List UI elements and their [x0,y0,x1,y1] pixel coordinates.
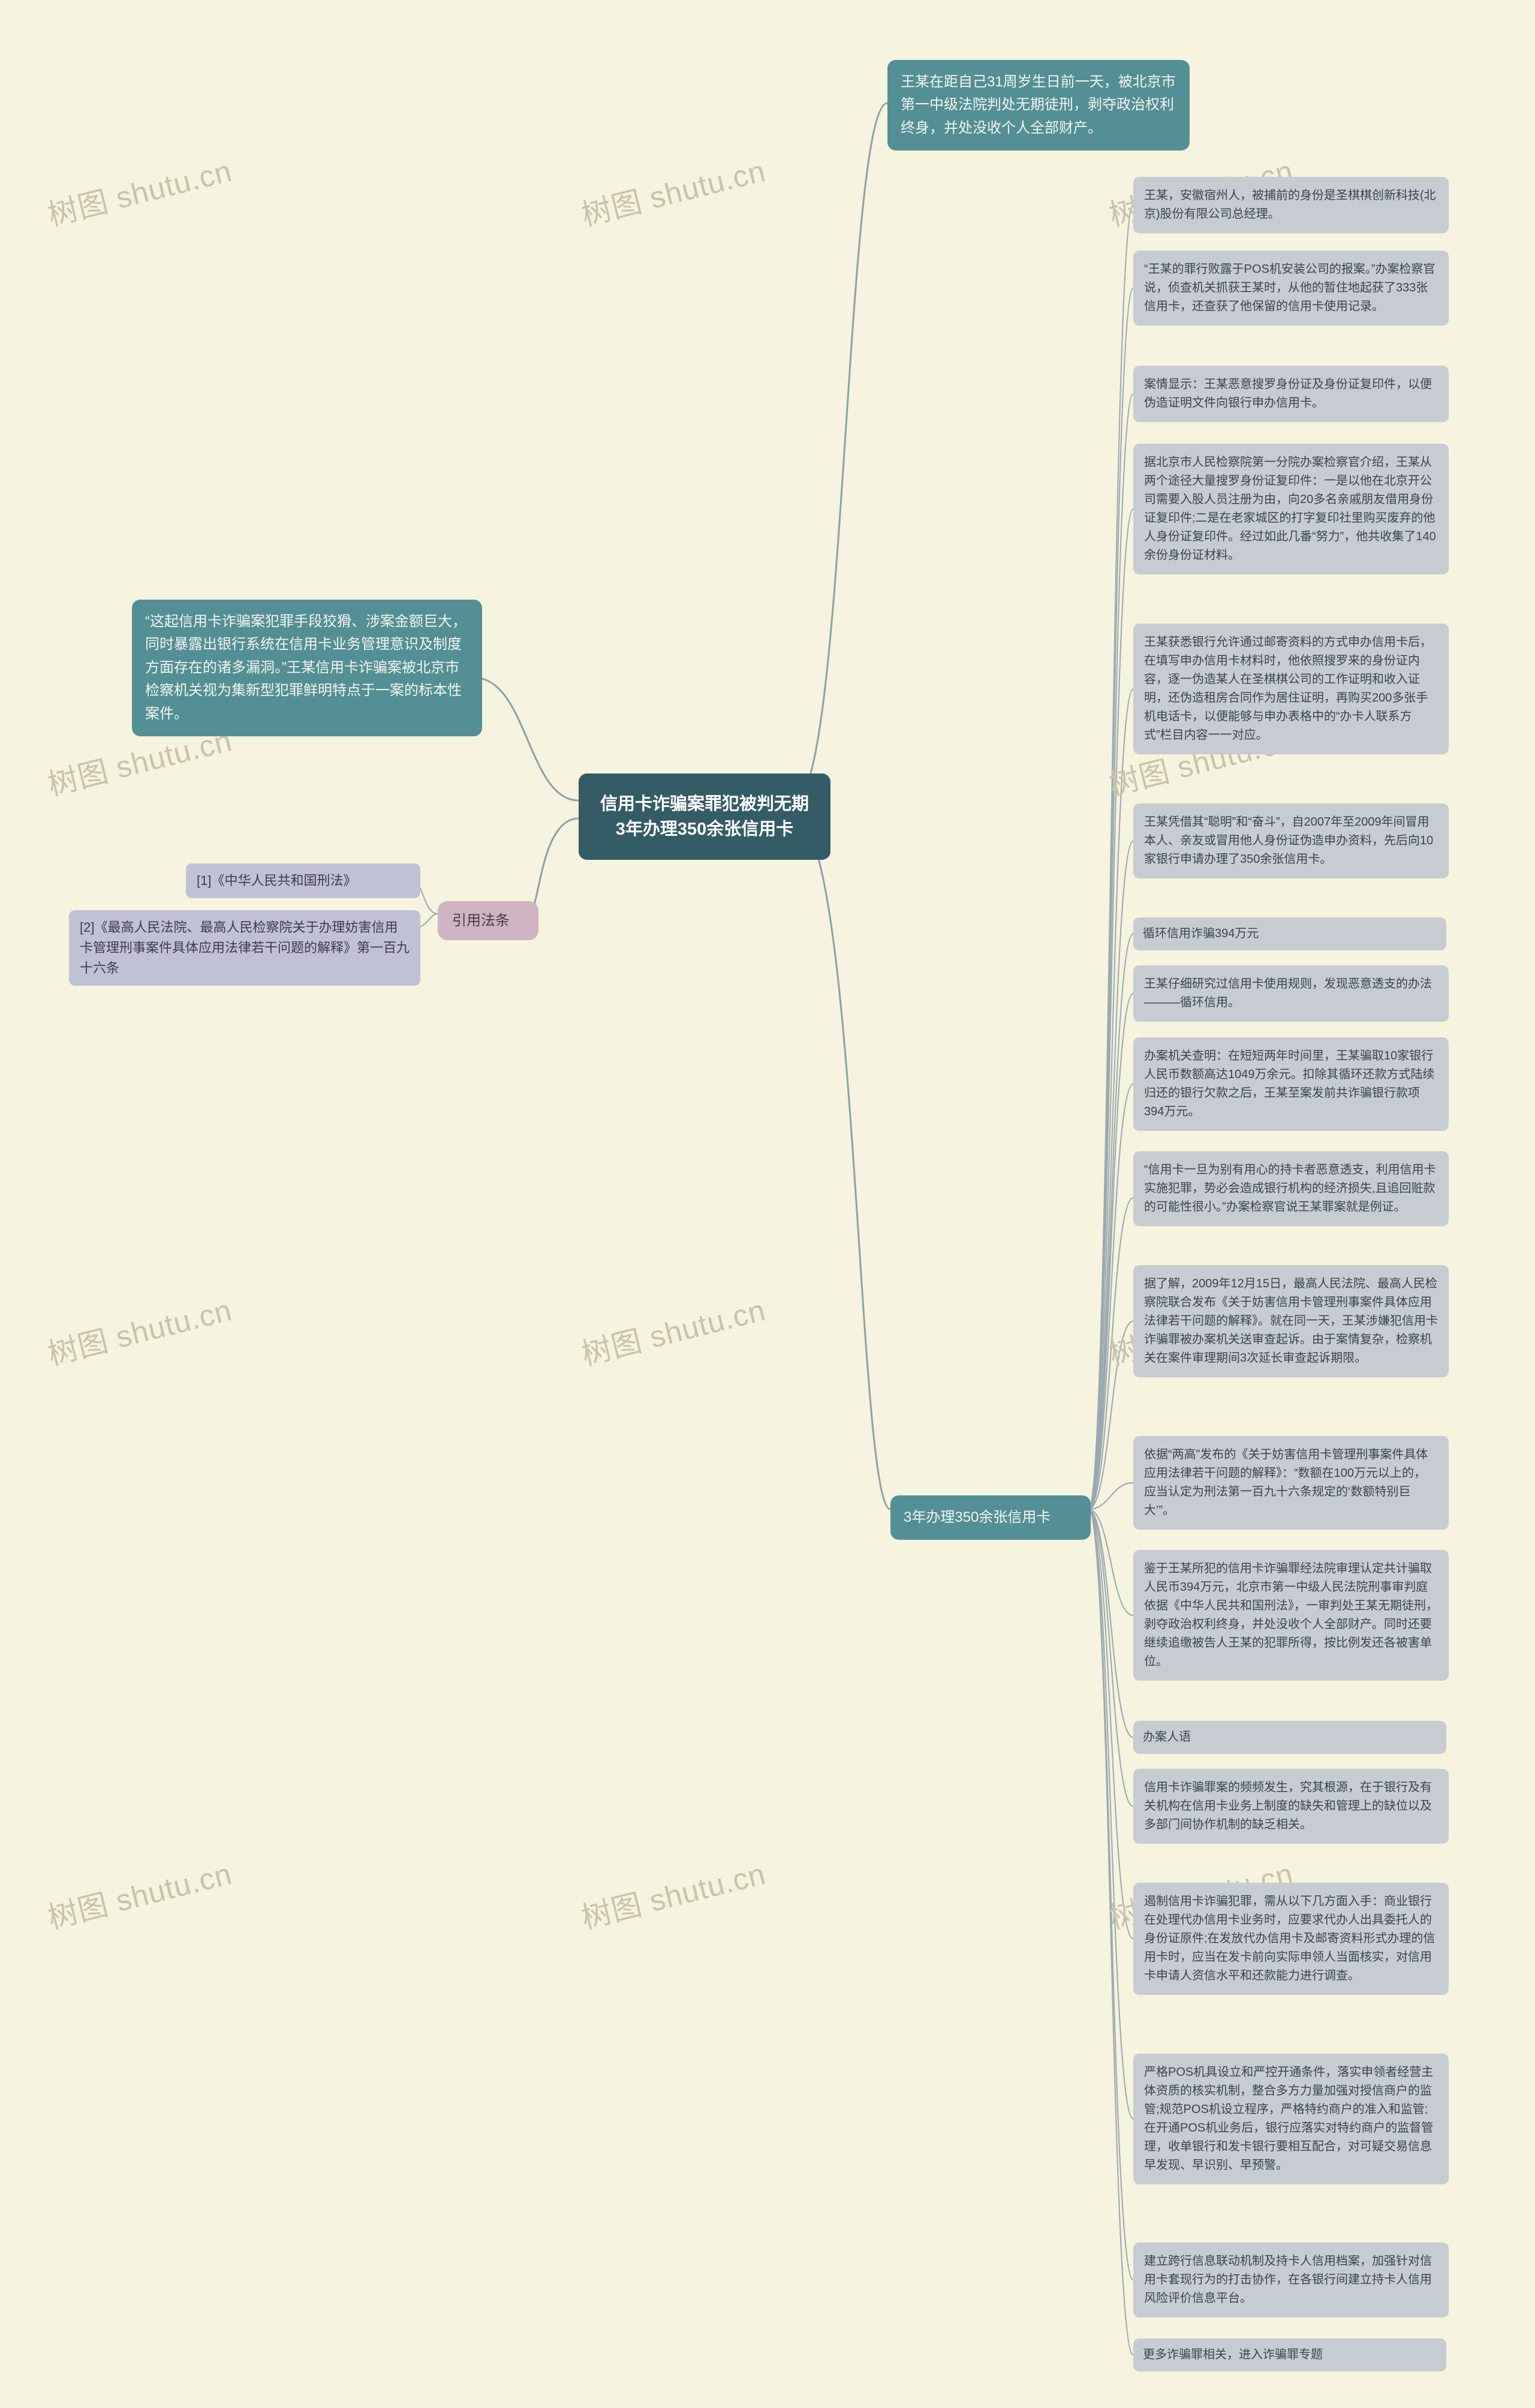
central-node: 信用卡诈骗案罪犯被判无期 3年办理350余张信用卡 [579,773,830,860]
teal-top-node: 王某在距自己31周岁生日前一天，被北京市第一中级法院判处无期徒刑，剥夺政治权利终… [887,60,1190,150]
slate-leaf-text: 王某凭借其“聪明”和“奋斗”，自2007年至2009年间冒用本人、亲友或冒用他人… [1144,815,1433,866]
teal-top-text: 王某在距自己31周岁生日前一天，被北京市第一中级法院判处无期徒刑，剥夺政治权利终… [901,74,1176,136]
slate-leaf-text: 循环信用诈骗394万元 [1143,927,1259,940]
slate-leaf-node: 建立跨行信息联动机制及持卡人信用档案，加强针对信用卡套现行为的打击协作，在各银行… [1133,2243,1449,2317]
slate-leaf-node: 鉴于王某所犯的信用卡诈骗罪经法院审理认定共计骗取人民币394万元，北京市第一中级… [1133,1550,1449,1681]
slate-leaf-node: 办案人语 [1133,1721,1446,1754]
slate-leaf-node: 王某获悉银行允许通过邮寄资料的方式申办信用卡后，在填写申办信用卡材料时，他依照搜… [1133,624,1449,754]
purple-ref-text: [2]《最高人民法院、最高人民检察院关于办理妨害信用卡管理刑事案件具体应用法律若… [80,920,410,976]
watermark: 树图 shutu.cn [43,147,236,234]
watermark: 树图 shutu.cn [43,1850,236,1937]
slate-leaf-node: 更多诈骗罪相关，进入诈骗罪专题 [1133,2338,1446,2371]
slate-leaf-text: 建立跨行信息联动机制及持卡人信用档案，加强针对信用卡套现行为的打击协作，在各银行… [1144,2255,1432,2305]
central-text: 信用卡诈骗案罪犯被判无期 3年办理350余张信用卡 [600,794,809,839]
watermark: 树图 shutu.cn [576,1850,769,1937]
slate-leaf-text: 王某获悉银行允许通过邮寄资料的方式申办信用卡后，在填写申办信用卡材料时，他依照搜… [1144,636,1432,742]
slate-leaf-text: 更多诈骗罪相关，进入诈骗罪专题 [1143,2348,1323,2361]
slate-leaf-node: 循环信用诈骗394万元 [1133,917,1446,950]
slate-leaf-node: 遏制信用卡诈骗犯罪，需从以下几方面入手：商业银行在处理代办信用卡业务时，应要求代… [1133,1883,1449,1995]
slate-leaf-text: 办案机关查明：在短短两年时间里，王某骗取10家银行人民币数额高达1049万余元。… [1144,1049,1435,1118]
teal-category-text: 3年办理350余张信用卡 [904,1509,1051,1525]
pink-ref-text: 引用法条 [452,913,510,929]
slate-leaf-text: 依据“两高”发布的《关于妨害信用卡管理刑事案件具体应用法律若干问题的解释》：“数… [1144,1448,1428,1517]
slate-leaf-node: 信用卡诈骗罪案的频频发生，究其根源，在于银行及有关机构在信用卡业务上制度的缺失和… [1133,1769,1449,1844]
slate-leaf-text: “王某的罪行败露于POS机安装公司的报案。”办案检察官说，侦查机关抓获王某时，从… [1144,263,1435,313]
purple-ref-text: [1]《中华人民共和国刑法》 [197,873,356,888]
slate-leaf-node: 案情显示：王某恶意搜罗身份证及身份证复印件，以便伪造证明文件向银行申办信用卡。 [1133,366,1449,422]
slate-leaf-text: 王某仔细研究过信用卡使用规则，发现恶意透支的办法———循环信用。 [1144,977,1432,1009]
watermark: 树图 shutu.cn [576,147,769,234]
pink-ref-node: 引用法条 [438,901,538,940]
teal-left-text: “这起信用卡诈骗案犯罪手段狡猾、涉案金额巨大，同时暴露出银行系统在信用卡业务管理… [145,613,466,722]
slate-leaf-text: 办案人语 [1143,1730,1191,1744]
slate-leaf-node: “信用卡一旦为别有用心的持卡者恶意透支，利用信用卡实施犯罪，势必会造成银行机构的… [1133,1151,1449,1226]
slate-leaf-text: 鉴于王某所犯的信用卡诈骗罪经法院审理认定共计骗取人民币394万元，北京市第一中级… [1144,1562,1438,1668]
slate-leaf-node: 依据“两高”发布的《关于妨害信用卡管理刑事案件具体应用法律若干问题的解释》：“数… [1133,1436,1449,1530]
slate-leaf-node: 王某凭借其“聪明”和“奋斗”，自2007年至2009年间冒用本人、亲友或冒用他人… [1133,803,1449,878]
slate-leaf-text: 严格POS机具设立和严控开通条件，落实申领者经营主体资质的核实机制，整合多方力量… [1144,2066,1433,2172]
slate-leaf-text: 遏制信用卡诈骗犯罪，需从以下几方面入手：商业银行在处理代办信用卡业务时，应要求代… [1144,1895,1435,1982]
canvas: 树图 shutu.cn 树图 shutu.cn 树图 shutu.cn 树图 shut… [0,0,1535,2408]
slate-leaf-text: 案情显示：王某恶意搜罗身份证及身份证复印件，以便伪造证明文件向银行申办信用卡。 [1144,378,1432,410]
slate-leaf-text: 据北京市人民检察院第一分院办案检察官介绍，王某从两个途径大量搜罗身份证复印件：一… [1144,456,1436,562]
watermark: 树图 shutu.cn [576,1286,769,1374]
slate-leaf-text: 信用卡诈骗罪案的频频发生，究其根源，在于银行及有关机构在信用卡业务上制度的缺失和… [1144,1781,1432,1831]
slate-leaf-node: 办案机关查明：在短短两年时间里，王某骗取10家银行人民币数额高达1049万余元。… [1133,1037,1449,1131]
teal-category-node: 3年办理350余张信用卡 [890,1495,1091,1540]
slate-leaf-text: “信用卡一旦为别有用心的持卡者恶意透支，利用信用卡实施犯罪，势必会造成银行机构的… [1144,1163,1436,1214]
watermark: 树图 shutu.cn [43,1286,236,1374]
slate-leaf-node: 据北京市人民检察院第一分院办案检察官介绍，王某从两个途径大量搜罗身份证复印件：一… [1133,444,1449,574]
slate-leaf-node: 王某，安徽宿州人，被捕前的身份是圣棋棋创新科技(北京)股份有限公司总经理。 [1133,177,1449,233]
purple-ref-node: [2]《最高人民法院、最高人民检察院关于办理妨害信用卡管理刑事案件具体应用法律若… [69,910,420,986]
purple-ref-node: [1]《中华人民共和国刑法》 [186,863,420,898]
slate-leaf-node: “王某的罪行败露于POS机安装公司的报案。”办案检察官说，侦查机关抓获王某时，从… [1133,251,1449,326]
slate-leaf-node: 据了解，2009年12月15日，最高人民法院、最高人民检察院联合发布《关于妨害信… [1133,1265,1449,1377]
teal-left-node: “这起信用卡诈骗案犯罪手段狡猾、涉案金额巨大，同时暴露出银行系统在信用卡业务管理… [132,600,482,736]
slate-leaf-text: 王某，安徽宿州人，被捕前的身份是圣棋棋创新科技(北京)股份有限公司总经理。 [1144,189,1436,221]
slate-leaf-text: 据了解，2009年12月15日，最高人民法院、最高人民检察院联合发布《关于妨害信… [1144,1277,1438,1365]
slate-leaf-node: 严格POS机具设立和严控开通条件，落实申领者经营主体资质的核实机制，整合多方力量… [1133,2054,1449,2184]
slate-leaf-node: 王某仔细研究过信用卡使用规则，发现恶意透支的办法———循环信用。 [1133,965,1449,1022]
